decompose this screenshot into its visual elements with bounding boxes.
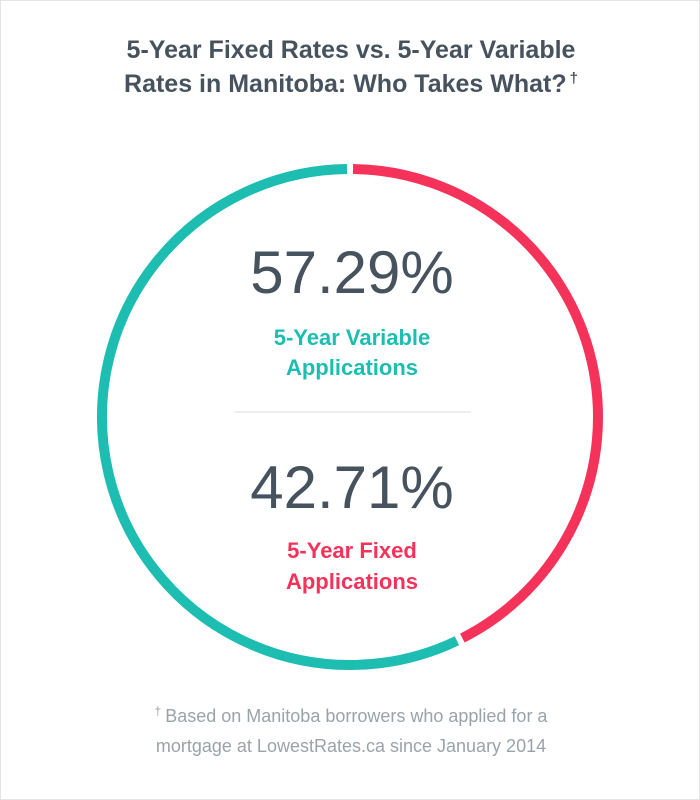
footnote-mark: † [154, 704, 162, 718]
title-line-2: Rates in Manitoba: Who Takes What? † [21, 67, 681, 101]
variable-segment [97, 164, 460, 670]
title-line-1: 5-Year Fixed Rates vs. 5-Year Variable [126, 36, 576, 64]
variable-category-label-line2: Applications [286, 355, 418, 380]
footnote-line-1-text: Based on Manitoba borrowers who applied … [165, 706, 548, 726]
variable-category-label-line1: 5-Year Variable [274, 325, 431, 350]
chart-title: 5-Year Fixed Rates vs. 5-Year Variable R… [21, 33, 681, 101]
title-footnote-mark: † [569, 69, 578, 87]
fixed-segment [352, 164, 603, 643]
footnote-line-1: † Based on Manitoba borrowers who applied… [21, 701, 681, 731]
footnote-line-2: mortgage at LowestRates.ca since January… [155, 736, 547, 756]
donut-segments [97, 164, 603, 670]
title-line-2-text: Rates in Manitoba: Who Takes What? [124, 70, 567, 98]
footnote: † Based on Manitoba borrowers who applied… [21, 701, 681, 761]
fixed-category-label-line2: Applications [286, 569, 418, 594]
fixed-percent-label: 42.71% [250, 454, 454, 521]
fixed-category-label-line1: 5-Year Fixed [287, 538, 417, 563]
variable-percent-label: 57.29% [250, 239, 454, 306]
